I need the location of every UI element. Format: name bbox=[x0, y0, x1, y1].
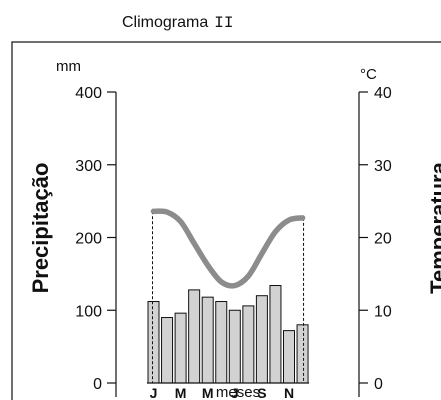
bar-3 bbox=[174, 312, 187, 384]
right-axis-ticks: 0 10 20 30 40 bbox=[359, 85, 392, 393]
bar-11 bbox=[283, 330, 295, 384]
left-tick-label-200: 200 bbox=[75, 231, 102, 248]
bar-12 bbox=[296, 324, 309, 384]
x-axis-label: meses bbox=[216, 384, 260, 400]
right-tick-label-30: 30 bbox=[374, 158, 392, 175]
precipitation-bars bbox=[147, 285, 310, 384]
left-axis-title: Precipitação bbox=[28, 163, 53, 294]
right-tick-label-40: 40 bbox=[374, 85, 392, 102]
bar-7 bbox=[228, 309, 241, 384]
bar-8 bbox=[242, 305, 255, 384]
bar-6 bbox=[215, 301, 228, 384]
month-label-7: J bbox=[231, 385, 239, 400]
right-tick-label-0: 0 bbox=[374, 376, 383, 393]
month-label-11: N bbox=[284, 385, 294, 400]
left-tick-label-400: 400 bbox=[75, 85, 102, 102]
bar-4 bbox=[188, 289, 201, 384]
right-unit-label: °C bbox=[360, 66, 377, 83]
range-dashed-lines bbox=[152, 211, 305, 383]
temperature-curve bbox=[150, 208, 306, 289]
left-tick-label-0: 0 bbox=[93, 376, 102, 393]
month-label-3: M bbox=[175, 385, 187, 400]
bar-9 bbox=[255, 295, 268, 384]
right-tick-label-10: 10 bbox=[374, 303, 392, 320]
left-tick-label-100: 100 bbox=[75, 303, 102, 320]
chart-frame bbox=[11, 41, 441, 400]
month-label-9: S bbox=[257, 385, 266, 400]
bar-1 bbox=[147, 301, 160, 384]
left-axis-ticks: 0 100 200 300 400 bbox=[75, 85, 116, 393]
right-axis-title: Temperatura bbox=[426, 161, 441, 293]
left-tick-label-300: 300 bbox=[75, 158, 102, 175]
month-label-5: M bbox=[202, 385, 214, 400]
temperature-line bbox=[150, 208, 306, 289]
right-tick-label-20: 20 bbox=[374, 231, 392, 248]
bar-2 bbox=[161, 317, 174, 384]
bar-5 bbox=[201, 296, 214, 384]
month-label-1: J bbox=[150, 385, 158, 400]
bar-10 bbox=[269, 285, 282, 384]
left-unit-label: mm bbox=[56, 58, 81, 75]
chart-title: Climograma II bbox=[122, 14, 233, 32]
